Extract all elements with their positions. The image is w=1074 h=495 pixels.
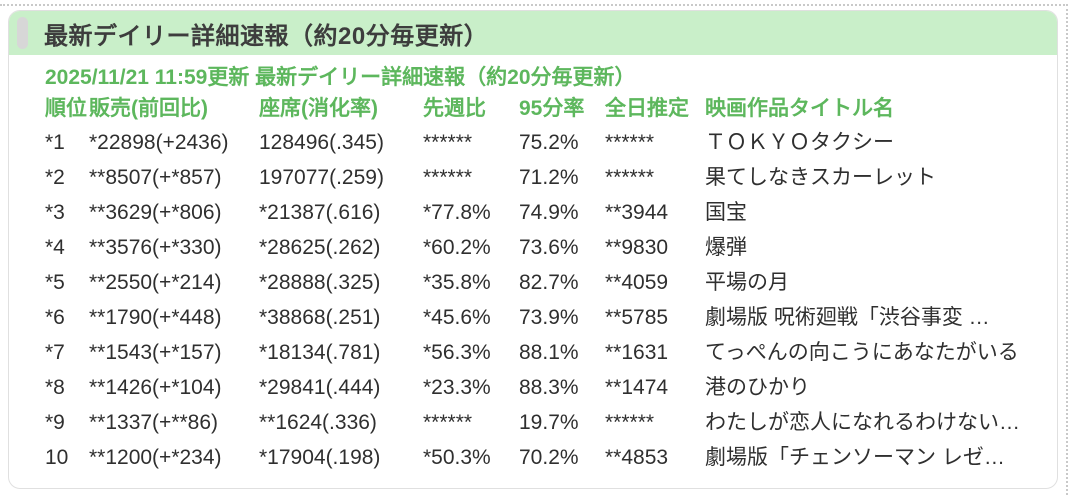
cell-sales: **1200(+*234) (89, 446, 222, 469)
cell-prev-week: *60.2% (423, 236, 491, 259)
cell-seats: *21387(.616) (259, 201, 381, 224)
cell-rank: *6 (45, 306, 65, 329)
table-row: *7 **1543(+*157) *18134(.781) *56.3% 88.… (45, 335, 1057, 370)
cell-sales: **1426(+*104) (89, 376, 222, 399)
cell-movie-title: 平場の月 (705, 271, 789, 294)
page-container: 最新デイリー詳細速報（約20分毎更新） 2025/11/21 11:59更新 最… (0, 4, 1068, 495)
cell-rank: *5 (45, 271, 65, 294)
cell-rate95: 88.1% (519, 341, 579, 364)
col-header-seats: 座席(消化率) (259, 97, 378, 120)
col-header-day-estimate: 全日推定 (605, 97, 689, 120)
table-row: *6 **1790(+*448) *38868(.251) *45.6% 73.… (45, 300, 1057, 335)
table-row: *3 **3629(+*806) *21387(.616) *77.8% 74.… (45, 195, 1057, 230)
cell-rate95: 82.7% (519, 271, 579, 294)
cell-day-estimate: ****** (605, 166, 655, 189)
cell-day-estimate: **1474 (605, 376, 669, 399)
cell-rank: *7 (45, 341, 65, 364)
cell-day-estimate: **1631 (605, 341, 669, 364)
table-row: *2 **8507(+*857) 197077(.259) ****** 71.… (45, 160, 1057, 195)
cell-sales: *22898(+2436) (89, 131, 229, 154)
cell-prev-week: *50.3% (423, 446, 491, 469)
cell-rate95: 73.6% (519, 236, 579, 259)
cell-day-estimate: **4853 (605, 446, 669, 469)
table-rows-container: *1 *22898(+2436) 128496(.345) ****** 75.… (45, 125, 1057, 475)
cell-prev-week: ****** (423, 411, 473, 434)
cell-seats: *28888(.325) (259, 271, 381, 294)
cell-prev-week: *35.8% (423, 271, 491, 294)
cell-prev-week: *23.3% (423, 376, 491, 399)
cell-rate95: 70.2% (519, 446, 579, 469)
cell-day-estimate: **3944 (605, 201, 669, 224)
table-header-row: 順位 販売(前回比) 座席(消化率) 先週比 95分率 全日推定 映画作品タイト… (45, 93, 1057, 125)
table-row: *4 **3576(+*330) *28625(.262) *60.2% 73.… (45, 230, 1057, 265)
report-header-title: 最新デイリー詳細速報（約20分毎更新） (44, 22, 489, 50)
col-header-sales: 販売(前回比) (89, 97, 208, 120)
cell-day-estimate: ****** (605, 131, 655, 154)
cell-seats: 128496(.345) (259, 131, 384, 154)
table-row: 10 **1200(+*234) *17904(.198) *50.3% 70.… (45, 440, 1057, 475)
cell-seats: *17904(.198) (259, 446, 381, 469)
col-header-rate95: 95分率 (519, 97, 585, 120)
cell-prev-week: *45.6% (423, 306, 491, 329)
daily-report-widget: 最新デイリー詳細速報（約20分毎更新） 2025/11/21 11:59更新 最… (8, 10, 1058, 489)
cell-movie-title: 爆弾 (705, 236, 747, 259)
cell-prev-week: *77.8% (423, 201, 491, 224)
cell-sales: **1543(+*157) (89, 341, 222, 364)
cell-seats: 197077(.259) (259, 166, 384, 189)
table-row: *8 **1426(+*104) *29841(.444) *23.3% 88.… (45, 370, 1057, 405)
cell-rate95: 73.9% (519, 306, 579, 329)
table-row: *1 *22898(+2436) 128496(.345) ****** 75.… (45, 125, 1057, 160)
cell-movie-title: 港のひかり (705, 376, 810, 399)
cell-rate95: 71.2% (519, 166, 579, 189)
cell-seats: *29841(.444) (259, 376, 381, 399)
table-row: *9 **1337(+**86) **1624(.336) ****** 19.… (45, 405, 1057, 440)
cell-day-estimate: **9830 (605, 236, 669, 259)
cell-rank: *1 (45, 131, 65, 154)
cell-rate95: 74.9% (519, 201, 579, 224)
col-header-movie-title: 映画作品タイトル名 (705, 97, 894, 120)
drag-handle-icon (17, 17, 28, 49)
cell-rank: *2 (45, 166, 65, 189)
report-header-bar[interactable]: 最新デイリー詳細速報（約20分毎更新） (9, 11, 1057, 55)
cell-prev-week: ****** (423, 166, 473, 189)
cell-movie-title: 劇場版「チェンソーマン レゼ… (705, 446, 1005, 469)
cell-seats: *18134(.781) (259, 341, 381, 364)
cell-seats: *38868(.251) (259, 306, 381, 329)
cell-sales: **1790(+*448) (89, 306, 222, 329)
cell-sales: **2550(+*214) (89, 271, 222, 294)
cell-day-estimate: ****** (605, 411, 655, 434)
cell-rank: 10 (45, 446, 69, 469)
cell-movie-title: 果てしなきスカーレット (705, 166, 936, 189)
table-row: *5 **2550(+*214) *28888(.325) *35.8% 82.… (45, 265, 1057, 300)
cell-movie-title: ＴＯＫＹＯタクシー (705, 131, 894, 154)
cell-prev-week: ****** (423, 131, 473, 154)
col-header-rank: 順位 (45, 97, 87, 120)
cell-sales: **1337(+**86) (89, 411, 219, 434)
cell-rate95: 88.3% (519, 376, 579, 399)
report-body: 2025/11/21 11:59更新 最新デイリー詳細速報（約20分毎更新） 順… (9, 55, 1057, 475)
col-header-prev-week: 先週比 (423, 97, 486, 120)
cell-rate95: 75.2% (519, 131, 579, 154)
cell-day-estimate: **5785 (605, 306, 669, 329)
cell-sales: **8507(+*857) (89, 166, 222, 189)
cell-rate95: 19.7% (519, 411, 579, 434)
cell-movie-title: わたしが恋人になれるわけない… (705, 411, 1020, 434)
cell-sales: **3629(+*806) (89, 201, 222, 224)
cell-rank: *9 (45, 411, 65, 434)
cell-movie-title: てっぺんの向こうにあなたがいる (705, 341, 1019, 364)
updated-timestamp-line: 2025/11/21 11:59更新 最新デイリー詳細速報（約20分毎更新） (45, 66, 636, 89)
cell-movie-title: 国宝 (705, 201, 747, 224)
cell-day-estimate: **4059 (605, 271, 669, 294)
cell-prev-week: *56.3% (423, 341, 491, 364)
cell-sales: **3576(+*330) (89, 236, 222, 259)
cell-rank: *8 (45, 376, 65, 399)
cell-movie-title: 劇場版 呪術廻戦「渋谷事変 … (705, 306, 990, 329)
cell-rank: *3 (45, 201, 65, 224)
cell-seats: **1624(.336) (259, 411, 377, 434)
cell-seats: *28625(.262) (259, 236, 381, 259)
cell-rank: *4 (45, 236, 65, 259)
